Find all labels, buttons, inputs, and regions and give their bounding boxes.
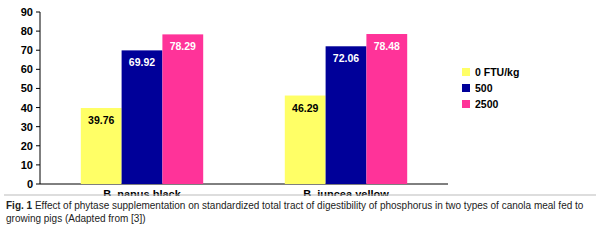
bars — [81, 34, 407, 184]
data-label: 39.76 — [88, 114, 114, 126]
bar — [326, 46, 367, 184]
y-tick-label: 60 — [21, 63, 33, 75]
legend-swatch — [462, 100, 470, 108]
bar — [162, 34, 203, 184]
data-labels: 39.76 69.92 78.29 46.29 72.06 78.48 — [88, 40, 400, 126]
y-axis — [40, 12, 41, 184]
bar — [285, 96, 326, 184]
chart-svg: 0 10 20 30 40 50 60 70 80 90 39.76 69.92 78.29 46.29 7… — [0, 0, 600, 196]
caption-rule — [4, 195, 596, 196]
y-tick-label: 20 — [21, 140, 33, 152]
y-tick — [36, 31, 40, 32]
y-tick-label: 90 — [21, 6, 33, 18]
y-tick — [36, 12, 40, 13]
y-tick-label: 0 — [27, 178, 33, 190]
y-tick-label: 30 — [21, 121, 33, 133]
data-label: 78.29 — [170, 40, 196, 52]
legend-label: 500 — [475, 82, 493, 94]
bar — [81, 108, 122, 184]
legend-label: 2500 — [475, 98, 499, 110]
y-tick-label: 10 — [21, 159, 33, 171]
data-label: 69.92 — [129, 56, 155, 68]
caption-text: Effect of phytase supplementation on sta… — [6, 200, 583, 224]
legend-swatch — [462, 84, 470, 92]
y-tick-label: 70 — [21, 44, 33, 56]
data-label: 78.48 — [374, 40, 400, 52]
legend-label: 0 FTU/kg — [475, 66, 519, 78]
data-label: 46.29 — [292, 102, 318, 114]
y-tick — [36, 145, 40, 146]
bar — [122, 50, 163, 184]
y-tick — [36, 50, 40, 51]
data-label: 72.06 — [333, 52, 359, 64]
y-tick-label: 50 — [21, 82, 33, 94]
y-tick — [36, 164, 40, 165]
y-tick — [36, 107, 40, 108]
bar — [366, 34, 407, 184]
legend-swatch — [462, 68, 470, 76]
y-tick — [36, 184, 40, 185]
y-tick-label: 80 — [21, 25, 33, 37]
legend: 0 FTU/kg 500 2500 — [462, 66, 519, 110]
caption-label: Fig. 1 — [6, 200, 32, 211]
y-tick-label: 40 — [21, 102, 33, 114]
y-tick — [36, 69, 40, 70]
y-tick — [36, 126, 40, 127]
caption: Fig. 1 Effect of phytase supplementation… — [6, 199, 594, 225]
y-tick — [36, 88, 40, 89]
